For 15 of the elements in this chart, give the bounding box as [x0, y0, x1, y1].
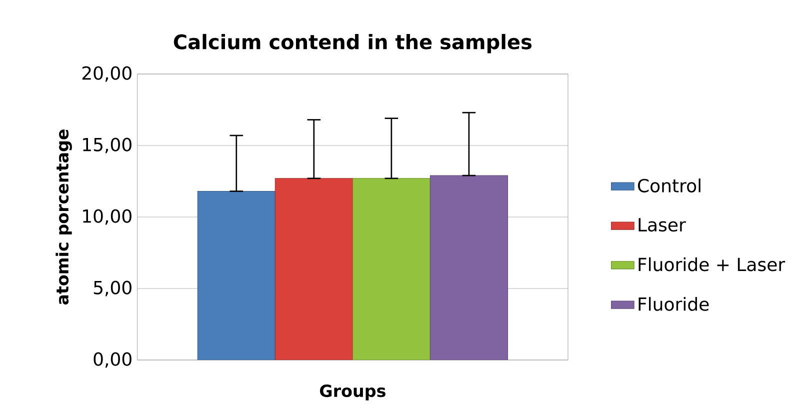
- y-tick-label: 15,00: [83, 138, 132, 154]
- y-tick-label: 10,00: [83, 209, 132, 225]
- legend-label: Fluoride: [638, 296, 709, 311]
- bar: [352, 178, 430, 360]
- legend-label: Laser: [638, 218, 686, 232]
- legend-label: Fluoride + Laser: [638, 257, 786, 272]
- y-tick-label: 0,00: [94, 352, 132, 368]
- bar: [197, 190, 276, 360]
- y-tick-label: 20,00: [82, 66, 132, 82]
- y-axis-title: atomic porcentage: [56, 130, 72, 305]
- legend-label: Control: [638, 178, 700, 192]
- chart-title: Calcium contend in the samples: [174, 34, 532, 54]
- bar: [274, 178, 353, 360]
- y-tick-label: 5,00: [94, 280, 132, 296]
- x-axis-title: Groups: [320, 384, 386, 400]
